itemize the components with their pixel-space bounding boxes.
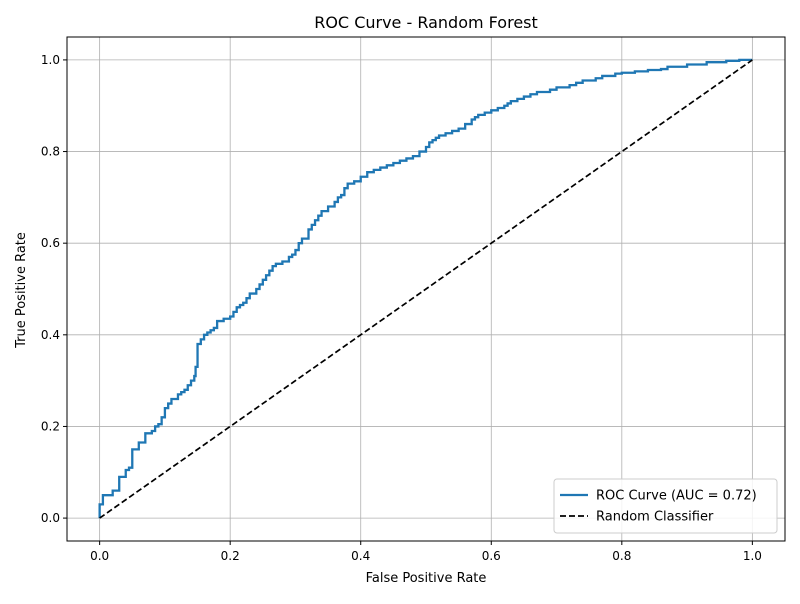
plot-frame [66,36,786,542]
series-layer [98,58,753,519]
y-tick-label: 0.4 [41,328,60,342]
y-tick-label: 1.0 [41,53,60,67]
y-tick-label: 0.6 [41,236,60,250]
legend: ROC Curve (AUC = 0.72) Random Classifier [553,478,778,534]
y-tick-label: 0.8 [41,145,60,159]
x-tick-label: 0.8 [612,549,631,563]
grid-layer [67,37,785,541]
x-tick-label: 0.4 [351,549,370,563]
x-axis-label: False Positive Rate [366,571,487,586]
x-tick-label: 0.2 [221,549,240,563]
y-tick-label: 0.2 [41,419,60,433]
chart-title: ROC Curve - Random Forest [314,13,538,32]
tick-layer: 0.0 0.2 0.4 0.6 0.8 1.0 0.0 0.2 0.4 0.6 0.8 1.0 [41,53,762,563]
legend-label: Random Classifier [596,510,714,525]
y-tick-label: 0.0 [41,511,60,525]
random-classifier-line [99,59,753,519]
x-tick-label: 1.0 [743,549,762,563]
roc-curve-line [98,58,753,519]
y-axis-label: True Positive Rate [14,232,29,349]
x-tick-label: 0.6 [482,549,501,563]
legend-label: ROC Curve (AUC = 0.72) [596,489,757,504]
legend-box [553,478,778,534]
x-tick-label: 0.0 [90,549,109,563]
